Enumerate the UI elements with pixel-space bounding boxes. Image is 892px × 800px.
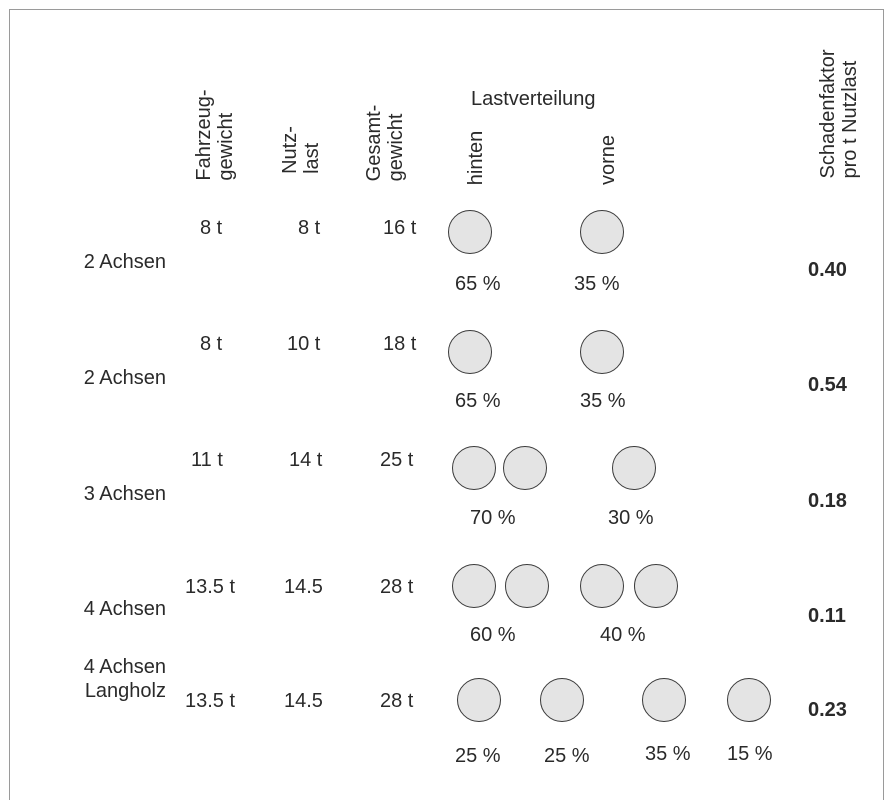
header-nutzlast: Nutz- last [279, 126, 323, 174]
cell-nutzlast: 14.5 [284, 690, 323, 712]
cell-nutzlast: 8 t [298, 217, 321, 239]
cell-fahrzeuggewicht: 13.5 t [185, 690, 236, 712]
header-gesamtgewicht: Gesamt- gewicht [363, 104, 407, 182]
wheel-icon [612, 446, 656, 490]
wheel-icon [505, 564, 549, 608]
percentage-label: 65 % [455, 390, 501, 412]
header-fahrzeuggewicht: Fahrzeug- gewicht [193, 89, 237, 181]
percentage-label: 15 % [727, 743, 773, 765]
cell-nutzlast: 14 t [289, 449, 323, 471]
percentage-label: 30 % [608, 507, 654, 529]
wheel-icon [634, 564, 678, 608]
cell-fahrzeuggewicht: 8 t [200, 217, 223, 239]
wheel-icon [580, 330, 624, 374]
cell-nutzlast: 10 t [287, 333, 321, 355]
row-label: 4 Achsen Langholz [83, 656, 166, 702]
wheel-icon [540, 678, 584, 722]
wheel-icon [457, 678, 501, 722]
wheel-icon [580, 564, 624, 608]
wheel-icon [727, 678, 771, 722]
cell-gesamtgewicht: 18 t [383, 333, 417, 355]
diagram-frame [9, 9, 884, 800]
percentage-label: 60 % [470, 624, 516, 646]
wheel-icon [642, 678, 686, 722]
percentage-label: 25 % [455, 745, 501, 767]
schadenfaktor-value: 0.23 [808, 699, 847, 721]
percentage-label: 35 % [645, 743, 691, 765]
cell-gesamtgewicht: 16 t [383, 217, 417, 239]
wheel-icon [448, 330, 492, 374]
schadenfaktor-value: 0.54 [808, 374, 847, 396]
wheel-icon [448, 210, 492, 254]
header-hinten: hinten [465, 130, 487, 186]
percentage-label: 70 % [470, 507, 516, 529]
percentage-label: 40 % [600, 624, 646, 646]
cell-fahrzeuggewicht: 8 t [200, 333, 223, 355]
row-label: 3 Achsen [83, 483, 166, 505]
row-label: 2 Achsen [83, 367, 166, 389]
header-lastverteilung: Lastverteilung [471, 88, 596, 110]
wheel-icon [452, 446, 496, 490]
percentage-label: 35 % [580, 390, 626, 412]
cell-gesamtgewicht: 28 t [380, 576, 414, 598]
cell-fahrzeuggewicht: 11 t [191, 449, 223, 471]
schadenfaktor-value: 0.40 [808, 259, 847, 281]
cell-gesamtgewicht: 25 t [380, 449, 414, 471]
schadenfaktor-value: 0.18 [808, 490, 847, 512]
cell-gesamtgewicht: 28 t [380, 690, 414, 712]
cell-fahrzeuggewicht: 13.5 t [185, 576, 236, 598]
percentage-label: 35 % [574, 273, 620, 295]
wheel-icon [452, 564, 496, 608]
schadenfaktor-value: 0.11 [808, 605, 846, 627]
header-vorne: vorne [597, 134, 619, 186]
wheel-icon [503, 446, 547, 490]
header-schadenfaktor: Schadenfaktor pro t Nutzlast [817, 49, 861, 179]
row-label: 4 Achsen [83, 598, 166, 620]
percentage-label: 65 % [455, 273, 501, 295]
percentage-label: 25 % [544, 745, 590, 767]
wheel-icon [580, 210, 624, 254]
cell-nutzlast: 14.5 [284, 576, 323, 598]
row-label: 2 Achsen [83, 251, 166, 273]
